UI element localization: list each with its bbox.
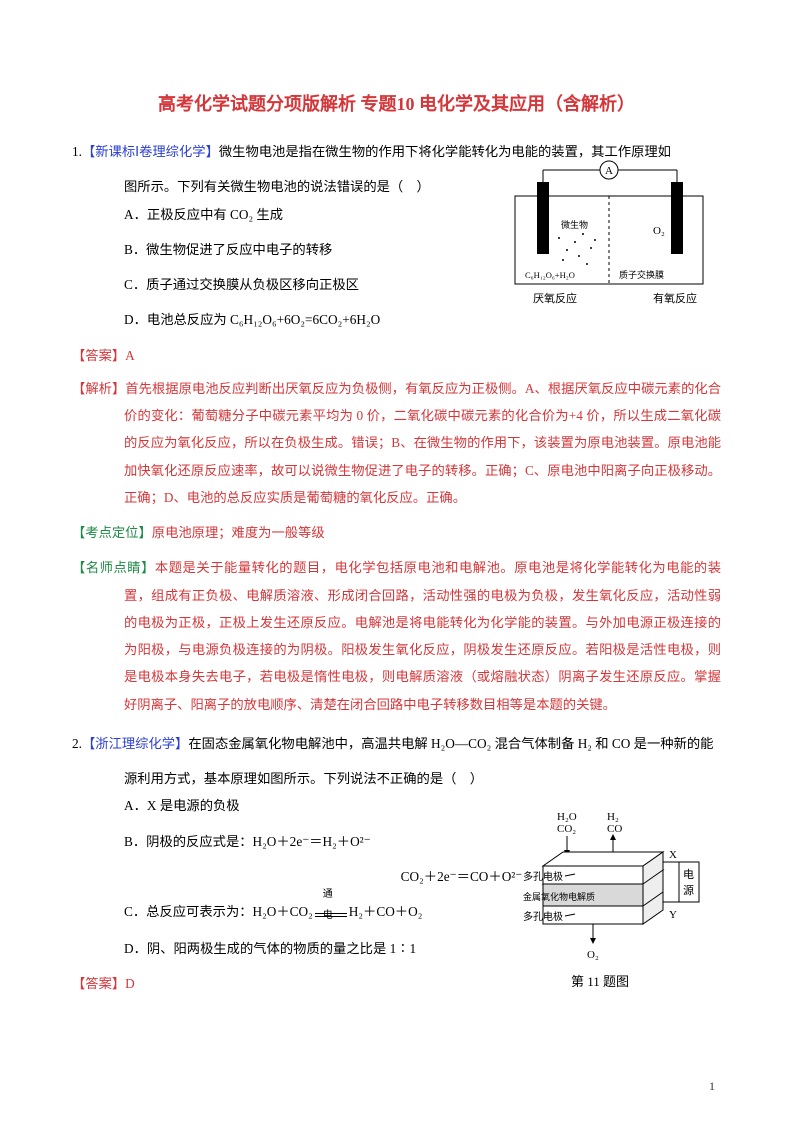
q1-opt-d: D．电池总反应为 C₆H₁₂O₆+6O₂=6CO₂+6H₂O: [72, 306, 721, 333]
q1-tip: 【名师点睛】本题是关于能量转化的题目，电化学包括原电池和电解池。原电池是将化学能…: [72, 554, 721, 718]
svg-text:H₂: H₂: [607, 811, 619, 823]
fig1-formula: C₆H₁₂O₆+H₂O: [525, 270, 575, 280]
svg-text:CO₂: CO₂: [557, 823, 576, 835]
ammeter-label: A: [605, 165, 613, 177]
q2-stem-b: 源利用方式，基本原理如图所示。下列说法不正确的是（ ）: [72, 765, 721, 792]
fig1-anaerobic: 厌氧反应: [533, 291, 577, 305]
svg-text:金属氧化物电解质: 金属氧化物电解质: [523, 891, 595, 902]
fig1-membrane: 质子交换膜: [619, 269, 664, 280]
q1-position: 【考点定位】原电池原理；难度为一般等级: [72, 519, 721, 546]
svg-text:多孔电极: 多孔电极: [523, 870, 563, 883]
fig1-aerobic: 有氧反应: [653, 291, 697, 305]
q2-source: 【浙江理综化学】: [82, 736, 188, 751]
q1-stem-a: 微生物电池是指在微生物的作用下将化学能转化为电能的装置，其工作原理如: [219, 144, 671, 159]
doc-title: 高考化学试题分项版解析 专题10 电化学及其应用（含解析）: [72, 90, 721, 116]
page-number: 1: [709, 1079, 715, 1094]
svg-text:多孔电极: 多孔电极: [523, 910, 563, 923]
figure-2: H₂O CO₂ H₂ CO X Y 电 源 多孔电极 金属氧化物电解质 多孔电极: [523, 808, 703, 1003]
svg-text:源: 源: [683, 883, 694, 897]
q1-explanation: 【解析】首先根据原电池反应判断出厌氧反应为负极侧，有氧反应为正极侧。A、根据厌氧…: [72, 375, 721, 511]
q2-number: 2.: [72, 730, 82, 757]
figure-1: A 微生物 O₂ C₆H₁₂O₆+H₂O 质子交换膜 厌氧反应 有氧反应: [503, 160, 715, 308]
fig1-o2-label: O₂: [653, 225, 665, 237]
svg-text:CO: CO: [607, 823, 622, 835]
q1-answer: 【答案】A: [72, 342, 721, 369]
svg-text:O₂: O₂: [587, 949, 599, 961]
svg-text:Y: Y: [669, 909, 677, 921]
svg-text:第 11 题图: 第 11 题图: [571, 974, 629, 989]
q1-number: 1.: [72, 138, 82, 165]
q1-source: 【新课标Ⅰ卷理综化学】: [82, 144, 219, 159]
fig1-microbe-label: 微生物: [561, 219, 588, 230]
svg-text:H₂O: H₂O: [557, 811, 577, 823]
q2-stem-a: 在固态金属氧化物电解池中，高温共电解 H₂O—CO₂ 混合气体制备 H₂ 和 C…: [188, 736, 713, 751]
svg-text:X: X: [669, 849, 677, 861]
svg-text:电: 电: [683, 868, 694, 881]
